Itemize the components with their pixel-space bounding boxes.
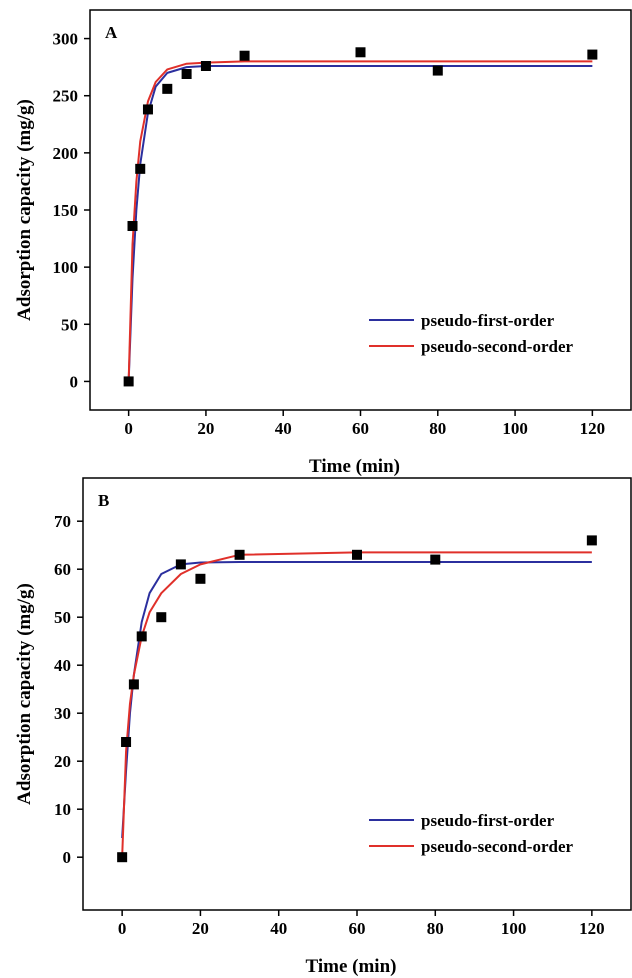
x-axis-label: Time (min) [309, 456, 400, 477]
y-tick-label: 40 [54, 656, 71, 675]
panel: 0 20 40 60 80 100 120 0 10 20 30 40 50 60 70 B Time (min… [14, 477, 632, 977]
data-point [430, 554, 441, 565]
x-tick-label: 20 [192, 919, 209, 938]
y-tick-label: 50 [61, 315, 78, 334]
data-point [127, 221, 138, 231]
x-tick-label: 60 [349, 919, 366, 938]
x-tick-label: 100 [502, 419, 528, 438]
data-point [239, 50, 250, 61]
y-tick-label: 150 [53, 201, 79, 220]
data-point [123, 376, 134, 387]
data-point [135, 163, 146, 174]
data-point [355, 47, 366, 58]
x-tick-label: 80 [427, 919, 444, 938]
fit-curve [121, 561, 592, 839]
legend-label: pseudo-second-order [421, 837, 574, 856]
y-tick-label: 300 [53, 30, 79, 49]
x-axis-label: Time (min) [306, 956, 397, 977]
data-point [200, 61, 211, 71]
x-tick-label: 120 [579, 919, 605, 938]
data-point [181, 69, 192, 79]
x-tick-label: 80 [429, 419, 446, 438]
legend-label: pseudo-first-order [421, 311, 555, 330]
data-point [175, 559, 186, 570]
x-tick-label: 40 [270, 919, 287, 938]
y-tick-label: 30 [54, 704, 71, 723]
data-point [234, 549, 245, 560]
panel: 0 20 40 60 80 100 120 0 50 100 150 200 250 300 A Time (… [14, 9, 632, 477]
data-point [352, 549, 362, 560]
y-tick-label: 100 [53, 258, 79, 277]
y-tick-label: 70 [54, 512, 71, 531]
fit-curve [127, 65, 593, 382]
x-tick-label: 20 [197, 419, 214, 438]
x-tick-label: 60 [352, 419, 369, 438]
x-tick-label: 0 [118, 919, 127, 938]
legend-label: pseudo-first-order [421, 811, 555, 830]
data-point [195, 573, 206, 584]
data-point [121, 737, 132, 747]
y-tick-label: 200 [53, 144, 79, 163]
data-point [117, 852, 128, 863]
x-tick-label: 100 [501, 919, 527, 938]
fit-curve [127, 60, 593, 382]
data-point [142, 104, 153, 115]
x-tick-label: 40 [275, 419, 292, 438]
data-point [136, 631, 147, 642]
data-point [128, 679, 139, 690]
panel-label: A [105, 23, 118, 42]
data-point [432, 65, 443, 76]
y-axis-label: Adsorption capacity (mg/g) [14, 99, 35, 321]
data-point [587, 49, 598, 60]
x-tick-label: 0 [124, 419, 133, 438]
data-point [156, 612, 167, 623]
y-tick-label: 0 [70, 372, 79, 391]
y-tick-label: 250 [53, 87, 79, 106]
y-tick-label: 50 [54, 608, 71, 627]
panel-label: B [98, 491, 109, 510]
data-point [162, 83, 173, 94]
data-point [586, 535, 597, 546]
y-tick-label: 20 [54, 752, 71, 771]
y-tick-label: 60 [54, 560, 71, 579]
y-axis-label: Adsorption capacity (mg/g) [14, 583, 35, 805]
y-tick-label: 0 [63, 848, 72, 867]
x-tick-label: 120 [580, 419, 606, 438]
legend-label: pseudo-second-order [421, 337, 574, 356]
y-tick-label: 10 [54, 800, 71, 819]
